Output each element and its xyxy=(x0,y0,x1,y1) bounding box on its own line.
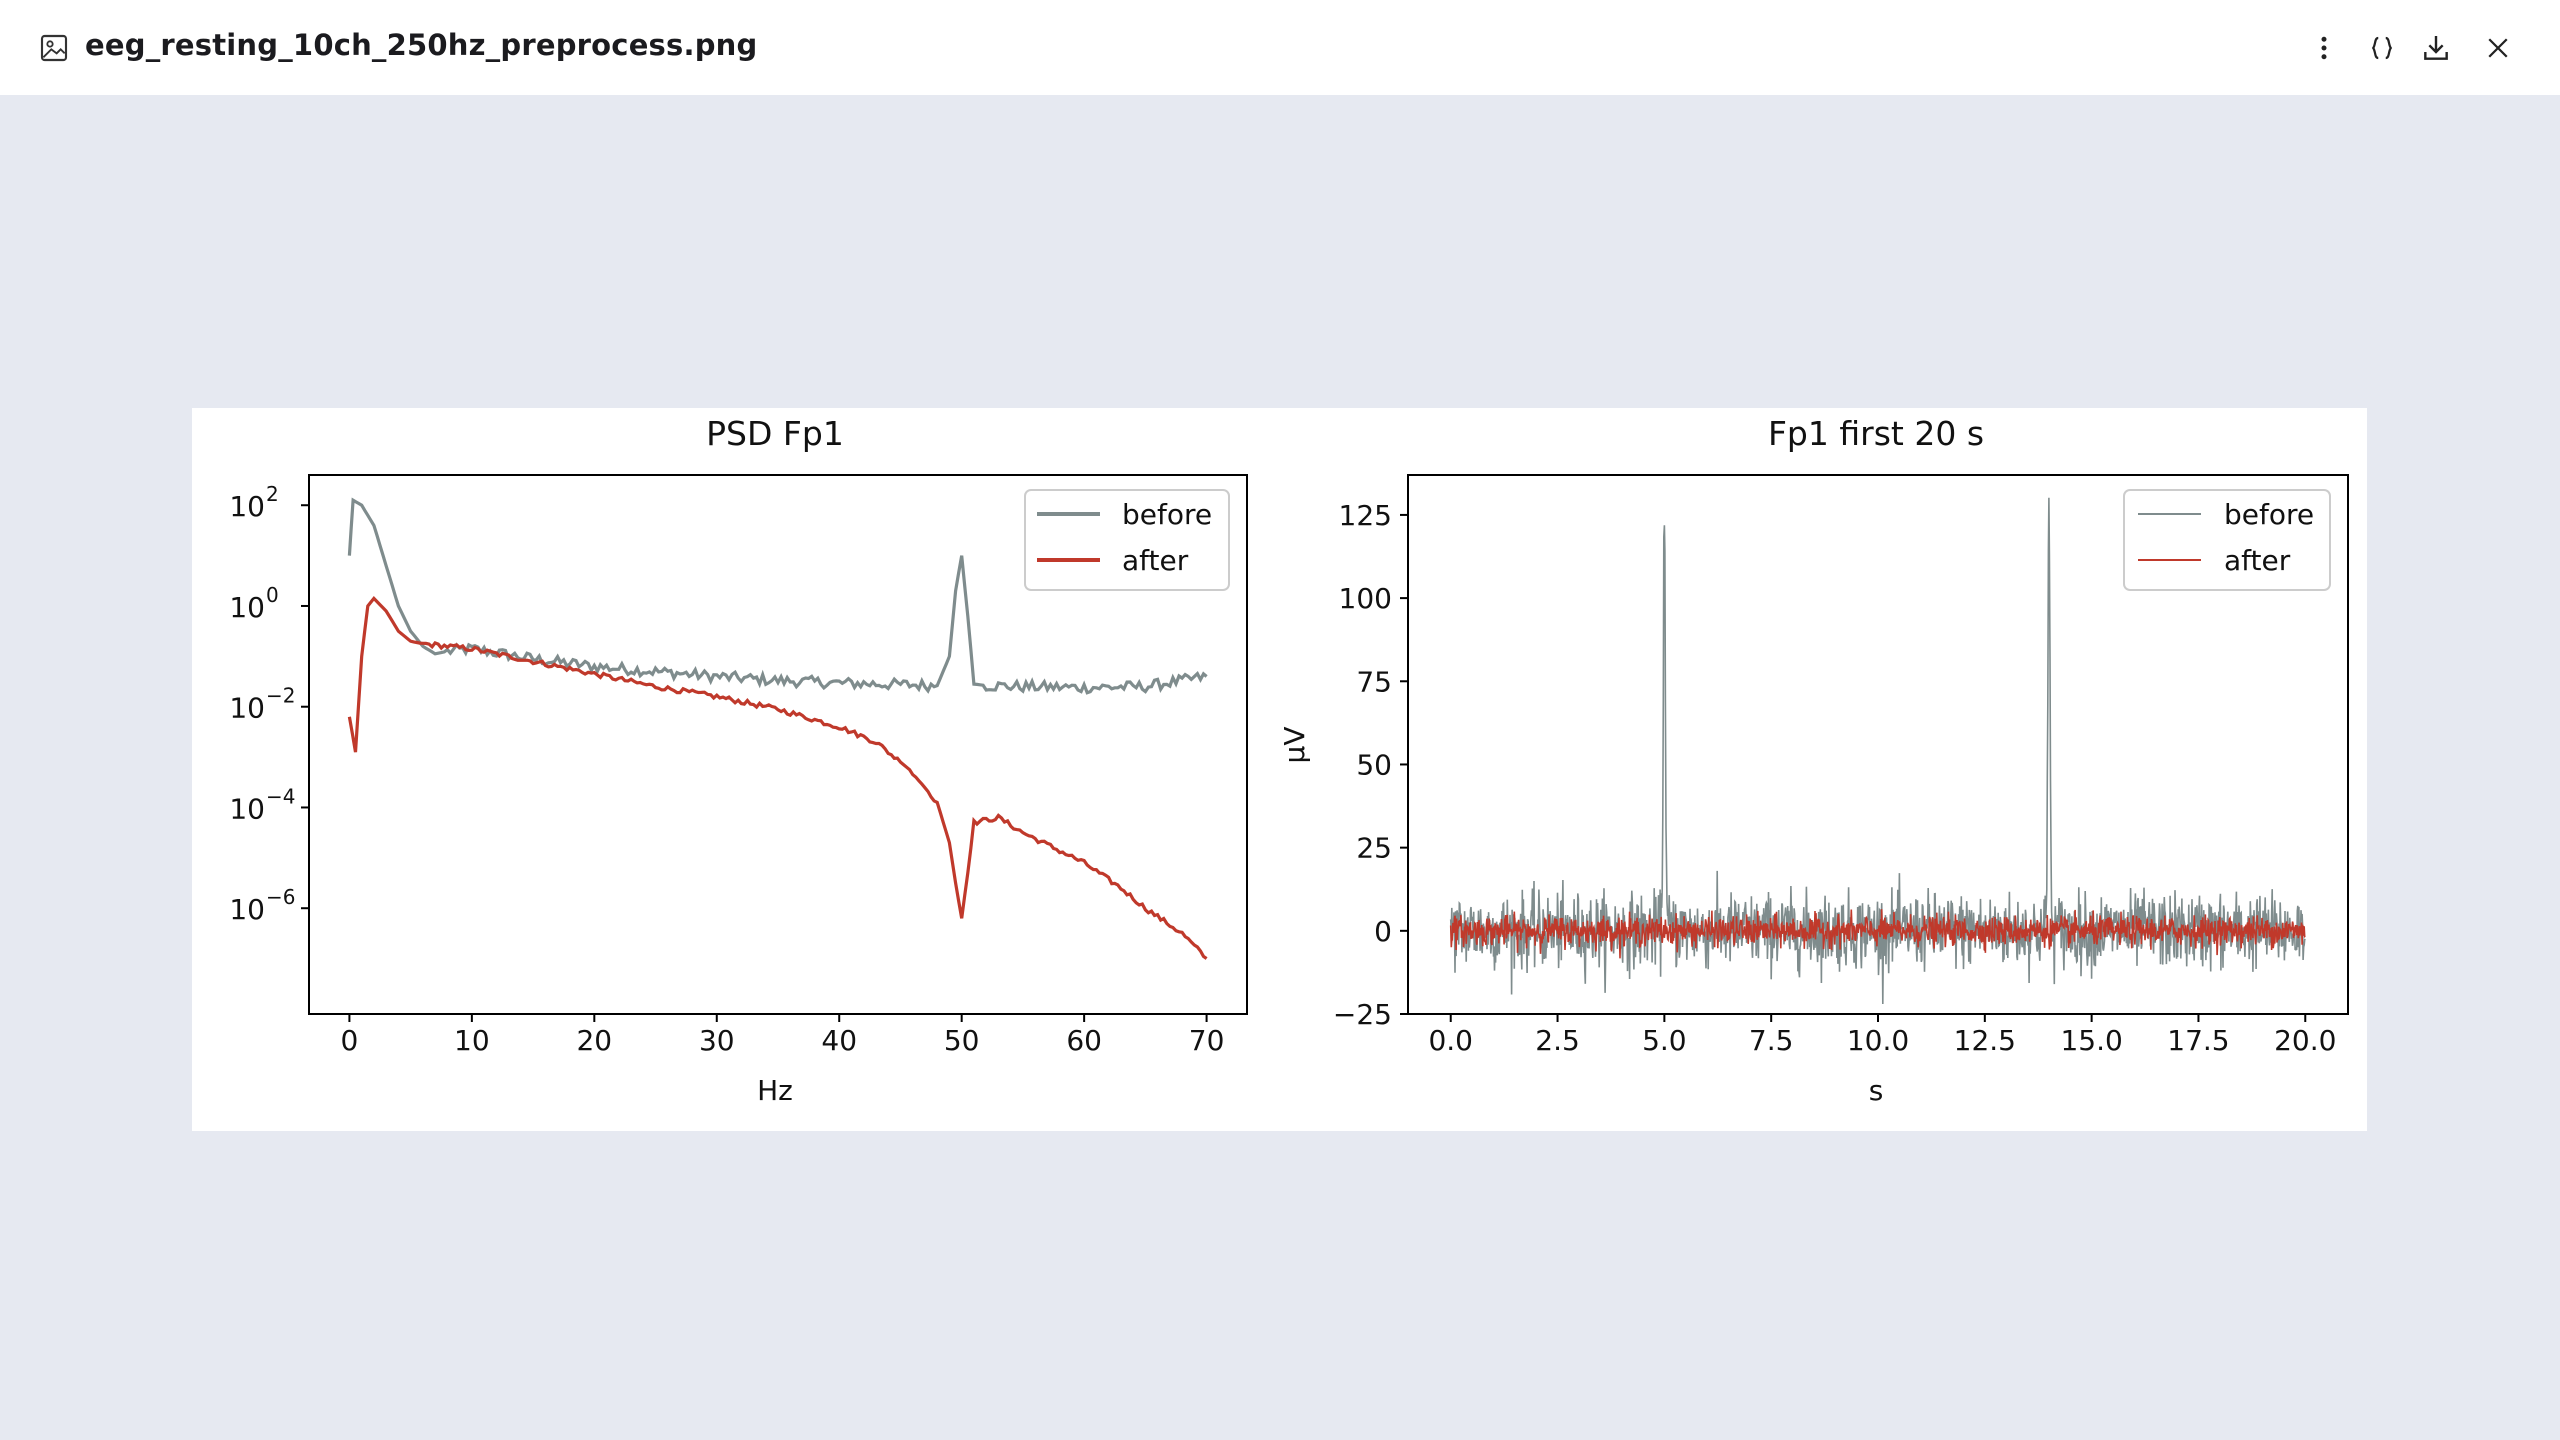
psd-ytick-label: 10 xyxy=(229,490,265,523)
psd-ytick-exponent: −2 xyxy=(266,684,295,708)
psd-xtick-label: 70 xyxy=(1189,1024,1225,1057)
ts-xtick-label: 15.0 xyxy=(2060,1024,2122,1057)
download-button[interactable] xyxy=(2414,26,2458,70)
psd-ytick-label: 10 xyxy=(229,692,265,725)
ts-ytick-label: 100 xyxy=(1339,582,1392,615)
ts-xtick-label: 17.5 xyxy=(2167,1024,2229,1057)
json-braces-icon xyxy=(2371,36,2393,60)
ts-legend-after-label: after xyxy=(2224,544,2291,577)
psd-xtick-label: 60 xyxy=(1066,1024,1102,1057)
view-json-button[interactable] xyxy=(2360,26,2404,70)
psd-ytick-exponent: 0 xyxy=(266,583,279,607)
image-file-icon xyxy=(40,34,68,62)
psd-ytick-exponent: −4 xyxy=(266,784,295,808)
ts-xtick-label: 20.0 xyxy=(2274,1024,2336,1057)
ts-title: Fp1 first 20 s xyxy=(1768,414,1984,453)
ts-ytick-label: 50 xyxy=(1356,748,1392,781)
psd-series-after xyxy=(347,595,1208,960)
ts-xtick-label: 12.5 xyxy=(1954,1024,2016,1057)
image-viewer: PSD Fp1 0 10 20 30 40 50 60 70 10 2 10 0 10 −2 10 −4 10… xyxy=(0,95,2560,1440)
ts-ylabel: µV xyxy=(1278,727,1311,764)
psd-ytick-exponent: 2 xyxy=(266,482,279,506)
close-button[interactable] xyxy=(2476,26,2520,70)
psd-ytick-exponent: −6 xyxy=(266,885,295,909)
psd-xlabel: Hz xyxy=(757,1074,793,1107)
psd-plot-frame xyxy=(308,474,1248,1015)
psd-title: PSD Fp1 xyxy=(706,414,844,453)
viewer-titlebar: eeg_resting_10ch_250hz_preprocess.png xyxy=(0,0,2560,95)
ts-legend-before-label: before xyxy=(2224,498,2314,531)
ts-xtick-label: 7.5 xyxy=(1749,1024,1794,1057)
ts-ytick-label: 125 xyxy=(1339,499,1392,532)
legend-before-label: before xyxy=(1122,498,1212,531)
ts-ytick-label: 25 xyxy=(1356,832,1392,865)
file-name: eeg_resting_10ch_250hz_preprocess.png xyxy=(85,28,758,62)
more-options-button[interactable] xyxy=(2302,26,2346,70)
ts-xlabel: s xyxy=(1869,1074,1884,1107)
psd-xtick-label: 0 xyxy=(340,1024,358,1057)
more-vertical-icon xyxy=(2321,36,2327,60)
ts-ytick-label: 0 xyxy=(1374,915,1392,948)
legend-after-label: after xyxy=(1122,544,1189,577)
psd-xtick-label: 10 xyxy=(454,1024,490,1057)
psd-xtick-label: 40 xyxy=(821,1024,857,1057)
psd-xtick-label: 30 xyxy=(699,1024,735,1057)
figure-image: PSD Fp1 0 10 20 30 40 50 60 70 10 2 10 0 10 −2 10 −4 10… xyxy=(192,408,2367,1131)
psd-xtick-label: 20 xyxy=(576,1024,612,1057)
close-icon xyxy=(2488,38,2508,58)
ts-ytick-label: −25 xyxy=(1333,998,1392,1031)
ts-xtick-label: 10.0 xyxy=(1847,1024,1909,1057)
psd-ytick-label: 10 xyxy=(229,893,265,926)
ts-legend: before after xyxy=(2123,489,2331,591)
psd-xtick-label: 50 xyxy=(944,1024,980,1057)
ts-xtick-label: 0.0 xyxy=(1428,1024,1473,1057)
ts-xtick-label: 5.0 xyxy=(1642,1024,1687,1057)
download-icon xyxy=(2424,36,2448,60)
ts-xtick-label: 2.5 xyxy=(1535,1024,1580,1057)
psd-legend: before after xyxy=(1024,489,1230,591)
ts-series-after xyxy=(1449,909,2306,959)
psd-ytick-label: 10 xyxy=(229,792,265,825)
timeseries-chart: Fp1 first 20 s 0.0 2.5 5.0 7.5 10.0 12.5 15.0 1… xyxy=(1278,414,2349,1107)
ts-ytick-label: 75 xyxy=(1356,665,1392,698)
psd-ytick-label: 10 xyxy=(229,591,265,624)
